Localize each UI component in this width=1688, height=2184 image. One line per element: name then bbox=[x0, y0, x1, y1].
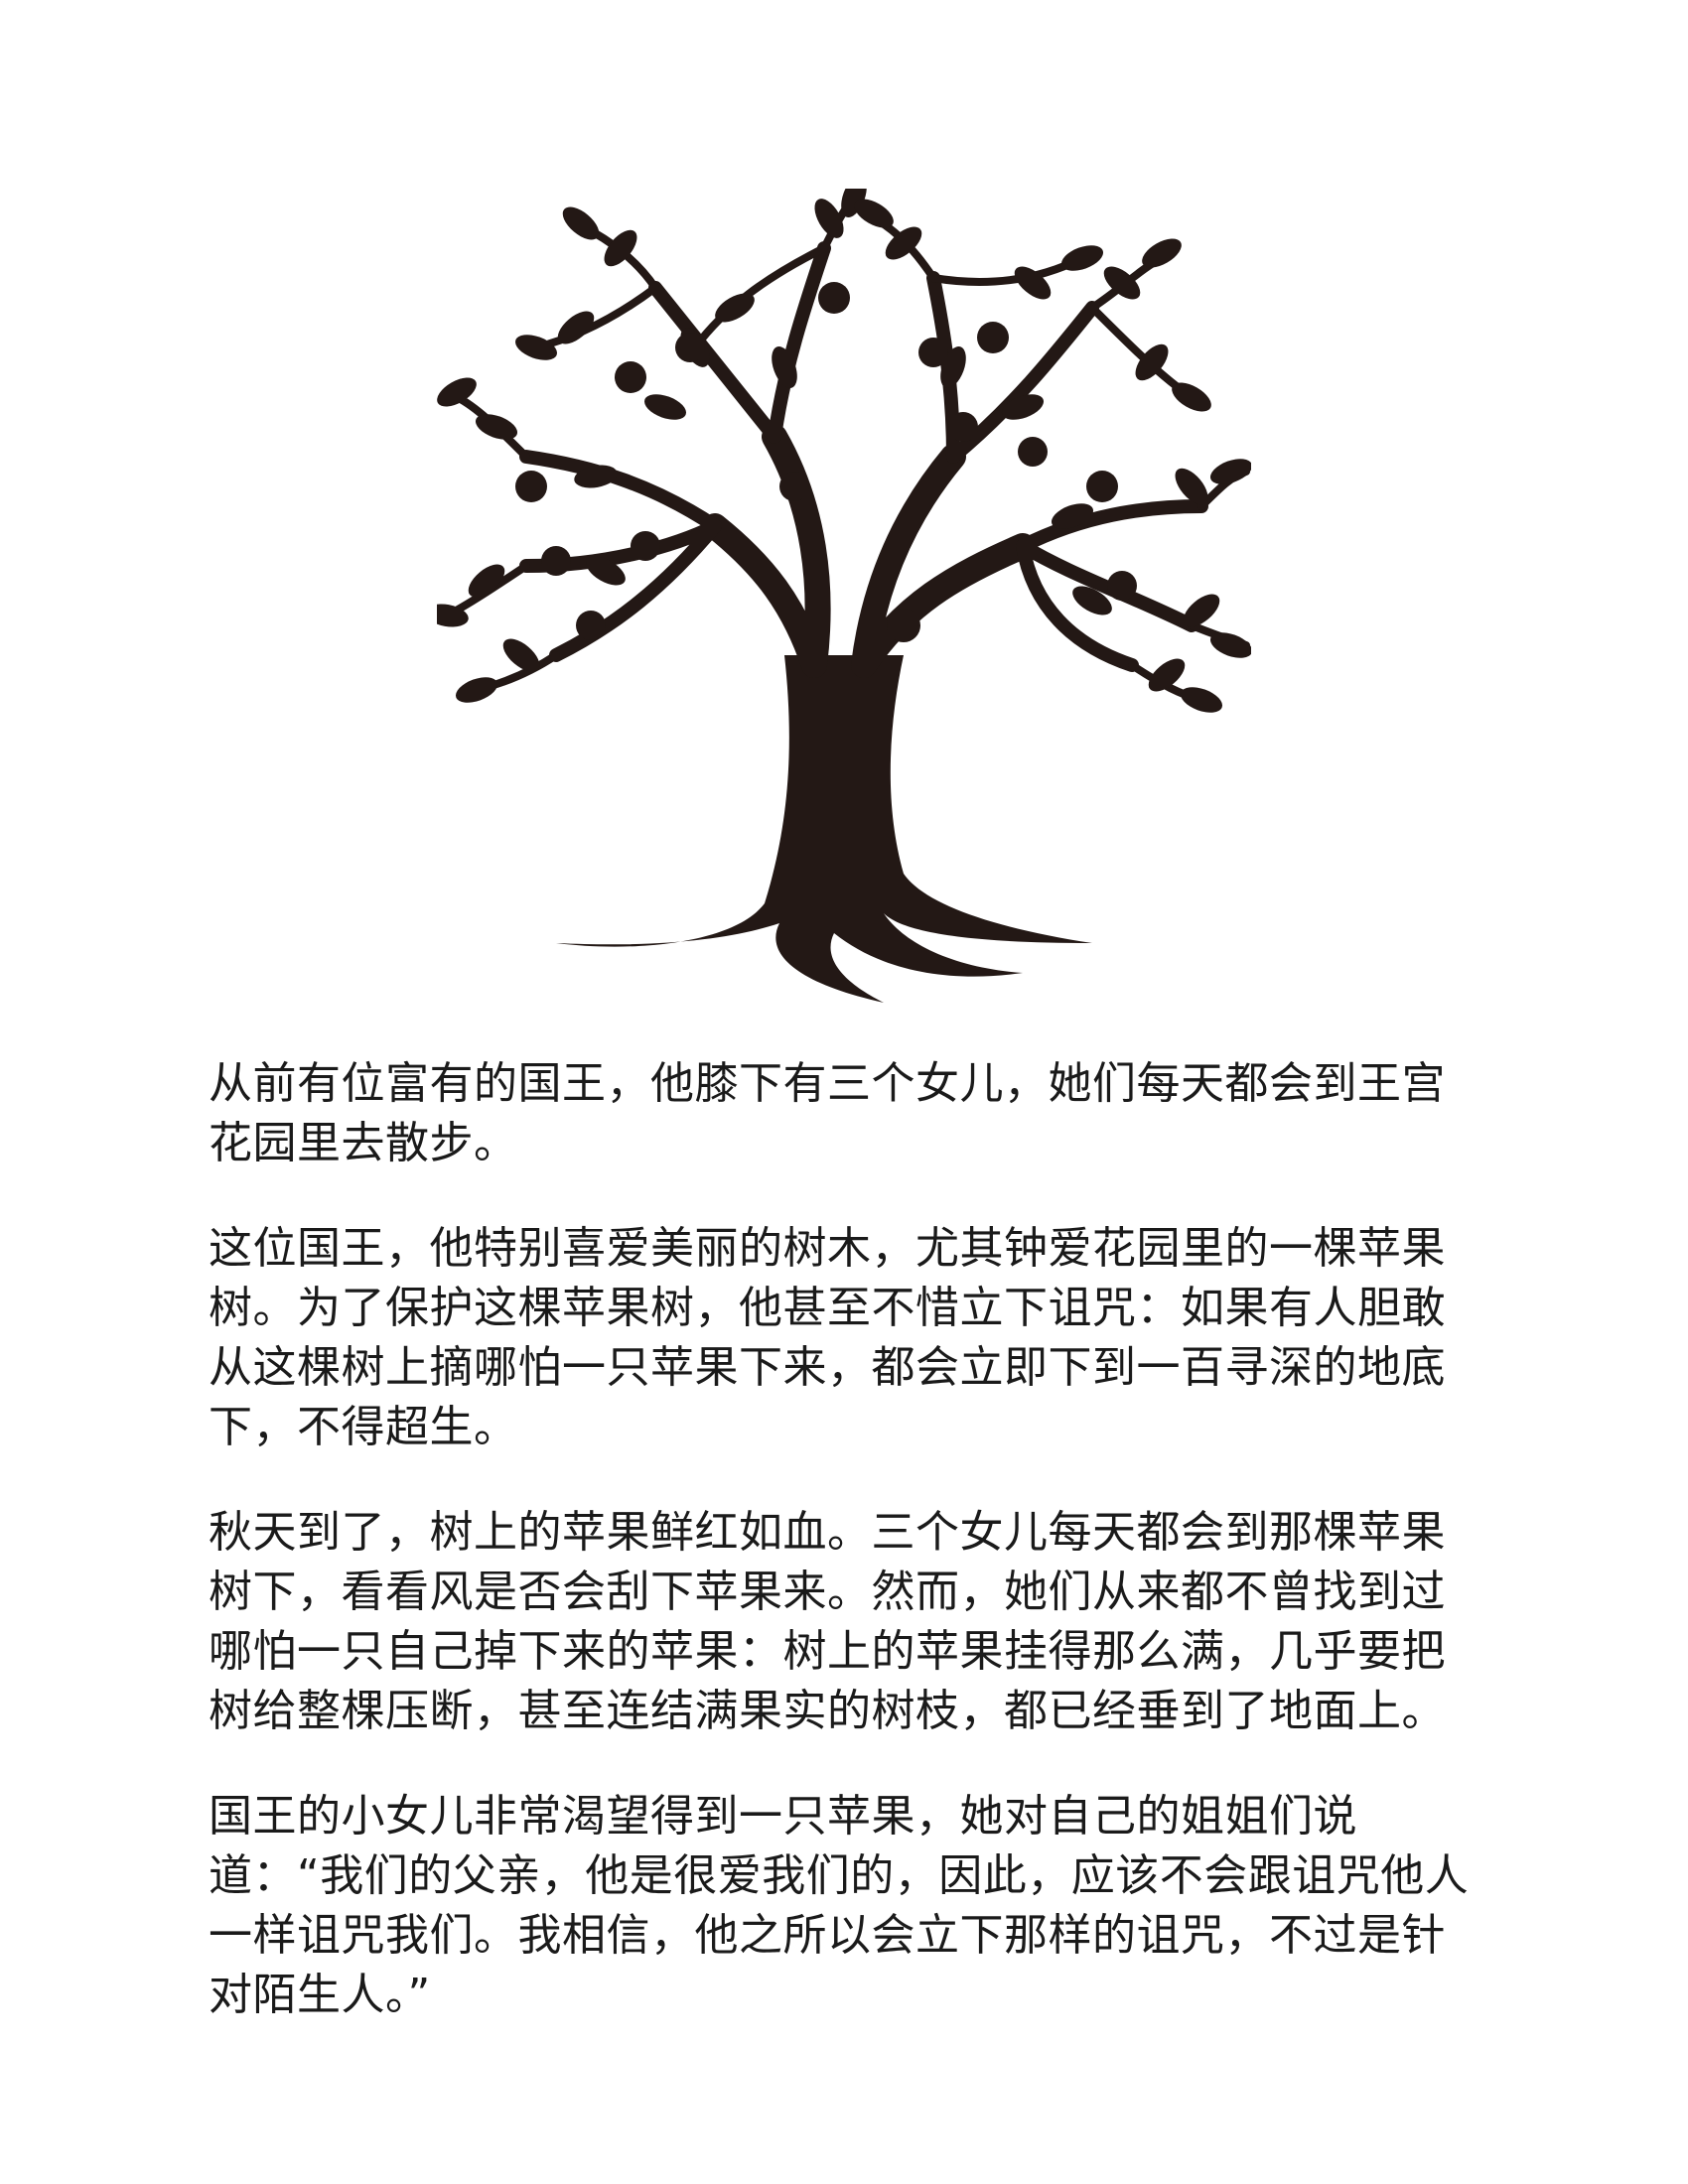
story-paragraph: 这位国王，他特别喜爱美丽的树木，尤其钟爱花园里的一棵苹果树。为了保护这棵苹果树，… bbox=[209, 1223, 1446, 1452]
story-text: 从前有位富有的国王，他膝下有三个女儿，她们每天都会到王宫花园里去散步。 这位国王… bbox=[209, 1054, 1489, 2071]
story-paragraph: 秋天到了，树上的苹果鲜红如血。三个女儿每天都会到那棵苹果树下，看看风是否会刮下苹… bbox=[209, 1507, 1446, 1736]
tree-trunk bbox=[556, 655, 1092, 1003]
story-paragraph: 从前有位富有的国王，他膝下有三个女儿，她们每天都会到王宫花园里去散步。 bbox=[209, 1058, 1446, 1168]
tree-silhouette bbox=[437, 189, 1251, 1003]
story-paragraph: 国王的小女儿非常渴望得到一只苹果，她对自己的姐姐们说道：“我们的父亲，他是很爱我… bbox=[209, 1791, 1470, 2020]
tree-apples bbox=[515, 282, 1137, 642]
apple-tree-illustration bbox=[437, 189, 1251, 1003]
tree-leaves bbox=[437, 189, 1251, 713]
tree-branches bbox=[702, 424, 1036, 678]
apple-tree-icon bbox=[437, 189, 1251, 1013]
